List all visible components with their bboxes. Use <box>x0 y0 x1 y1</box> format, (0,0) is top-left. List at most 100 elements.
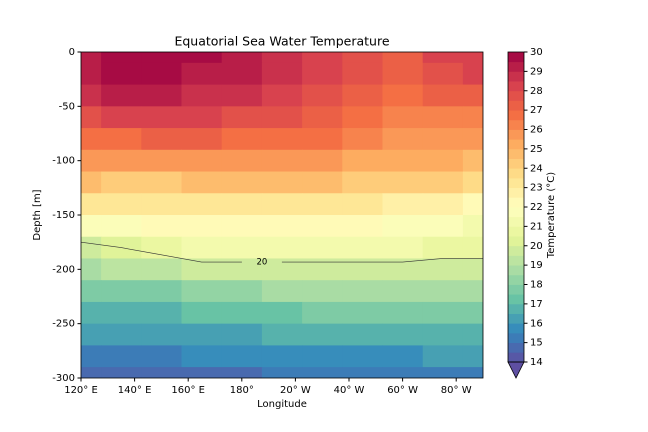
cell <box>101 171 142 194</box>
cell <box>382 128 424 151</box>
colorbar-tick-label: 24 <box>530 163 543 174</box>
cell <box>302 323 343 346</box>
cell <box>302 215 343 238</box>
cell <box>342 236 383 259</box>
colorbar-band <box>508 187 524 198</box>
cell <box>101 345 142 368</box>
cell <box>422 345 464 368</box>
colorbar-band <box>508 197 524 208</box>
cell <box>462 345 483 368</box>
cell <box>261 84 303 107</box>
cell <box>81 280 102 303</box>
cell <box>302 258 343 281</box>
cell <box>81 106 102 129</box>
cell <box>422 367 464 378</box>
cell <box>462 84 483 107</box>
cell <box>462 106 483 129</box>
cell <box>181 62 223 86</box>
colorbar-band <box>508 158 524 169</box>
colorbar-tick-label: 25 <box>530 144 543 155</box>
cell <box>141 52 182 64</box>
cell <box>81 215 102 238</box>
cell <box>181 323 223 346</box>
cell <box>221 301 263 325</box>
cell <box>422 128 464 151</box>
cell <box>221 171 263 194</box>
cell <box>462 128 483 151</box>
colorbar-tick-label: 29 <box>530 66 543 77</box>
cell <box>302 106 343 129</box>
colorbar-band <box>508 90 524 101</box>
cell <box>141 149 182 173</box>
cell <box>261 367 303 378</box>
cell <box>181 52 223 64</box>
cell <box>181 280 223 303</box>
colorbar-extend <box>507 361 525 379</box>
cell <box>302 171 343 194</box>
cell <box>382 84 424 107</box>
cell <box>382 236 424 259</box>
x-tick-label: 140° E <box>118 385 152 396</box>
cell <box>141 62 182 86</box>
cell <box>181 258 223 281</box>
cell <box>221 280 263 303</box>
cell <box>302 128 343 151</box>
y-tick-label: -50 <box>59 101 75 112</box>
colorbar-tick-label: 28 <box>530 86 543 97</box>
cell <box>462 62 483 86</box>
colorbar-band <box>508 207 524 218</box>
cell <box>181 128 223 151</box>
cell <box>81 345 102 368</box>
colorbar-tick-label: 18 <box>530 280 543 291</box>
cell <box>261 193 303 216</box>
cell <box>382 171 424 194</box>
cell <box>221 215 263 238</box>
cell <box>342 106 383 129</box>
cell <box>81 258 102 281</box>
colorbar-tick-label: 20 <box>530 241 543 252</box>
colorbar-band <box>508 81 524 92</box>
cell <box>141 84 182 107</box>
colorbar-band <box>508 265 524 276</box>
x-tick-label: 20° W <box>280 385 311 396</box>
x-tick-label: 40° W <box>334 385 365 396</box>
cell <box>141 193 182 216</box>
cell <box>342 84 383 107</box>
cell <box>101 106 142 129</box>
cell <box>462 52 483 64</box>
colorbar-band <box>508 284 524 295</box>
cell <box>462 323 483 346</box>
cell <box>81 193 102 216</box>
y-tick-label: -100 <box>52 156 75 167</box>
cell <box>462 367 483 378</box>
cell <box>422 215 464 238</box>
cell <box>181 367 223 378</box>
cell <box>221 323 263 346</box>
colorbar-band <box>508 313 524 324</box>
cell <box>81 62 102 86</box>
colorbar-band <box>508 177 524 189</box>
colorbar-band <box>508 119 524 130</box>
x-tick-label: 160° E <box>171 385 205 396</box>
colorbar-band <box>508 342 524 353</box>
cell <box>81 128 102 151</box>
y-tick-label: -250 <box>52 319 75 330</box>
cell <box>101 323 142 346</box>
cell <box>382 323 424 346</box>
cell <box>462 280 483 303</box>
cell <box>462 301 483 325</box>
cell <box>81 301 102 325</box>
cell <box>422 62 464 86</box>
cell <box>181 106 223 129</box>
cell <box>81 323 102 346</box>
colorbar-tick-label: 23 <box>530 183 543 194</box>
colorbar-band <box>508 245 524 256</box>
cell <box>342 367 383 378</box>
y-axis-label: Depth [m] <box>32 189 43 240</box>
colorbar-band <box>508 110 524 121</box>
cell <box>382 62 424 86</box>
cell <box>261 301 303 325</box>
cell <box>81 367 102 378</box>
colorbar-band <box>508 294 524 305</box>
cell <box>141 301 182 325</box>
